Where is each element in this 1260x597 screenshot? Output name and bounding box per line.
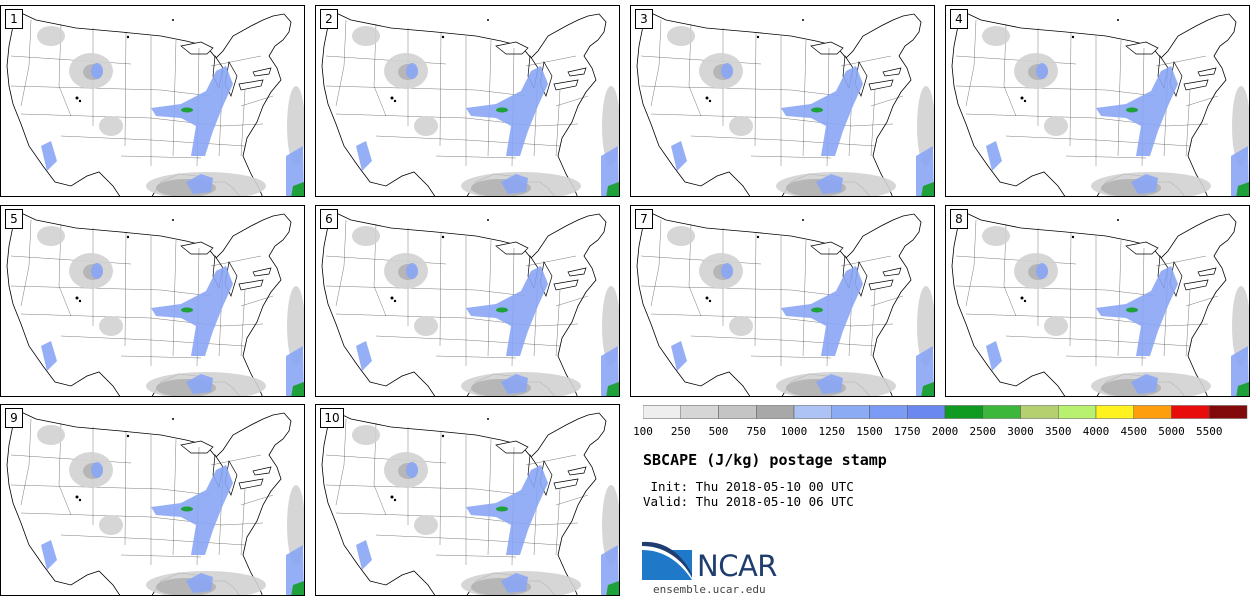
panel-number: 2: [320, 9, 338, 29]
stamp-panel: 8: [945, 205, 1250, 397]
conus-map: [321, 11, 619, 196]
colorbar-tick-label: 1500: [856, 425, 883, 438]
colorbar-segment: [907, 405, 946, 419]
colorbar-tick-label: 3500: [1045, 425, 1072, 438]
colorbar-tick-label: 100: [633, 425, 653, 438]
stamp-panel: 5: [0, 205, 305, 397]
colorbar-segment: [680, 405, 719, 419]
colorbar-segment: [1133, 405, 1172, 419]
colorbar-segment: [944, 405, 983, 419]
colorbar-segment: [982, 405, 1021, 419]
colorbar-segment: [1209, 405, 1248, 419]
stamp-panel: 2: [315, 5, 620, 197]
colorbar-segment: [1020, 405, 1059, 419]
colorbar-tick-label: 5500: [1196, 425, 1223, 438]
conus-map: [951, 11, 1249, 196]
colorbar-tick-label: 5000: [1158, 425, 1185, 438]
colorbar-tick-label: 750: [746, 425, 767, 438]
panel-number: 7: [635, 209, 653, 229]
panel-number: 4: [950, 9, 968, 29]
panel-number: 9: [5, 408, 23, 428]
conus-map: [6, 211, 304, 396]
colorbar-tick-label: 4500: [1120, 425, 1148, 438]
panel-number: 8: [950, 209, 968, 229]
colorbar-tick-label: 4000: [1082, 425, 1110, 438]
conus-map: [636, 11, 934, 196]
colorbar-tick-label: 2500: [969, 425, 997, 438]
conus-map: [6, 410, 304, 595]
stamp-panel: 7: [630, 205, 935, 397]
colorbar: [643, 405, 1248, 419]
colorbar-tick-label: 250: [670, 425, 691, 438]
stamp-panel: 3: [630, 5, 935, 197]
colorbar-tick-label: 1250: [818, 425, 846, 438]
colorbar-segment: [1058, 405, 1097, 419]
product-title: SBCAPE (J/kg) postage stamp: [643, 451, 887, 469]
ncar-logo-icon: [642, 541, 692, 580]
site-url: ensemble.ucar.edu: [653, 583, 766, 596]
stamp-panel: 10: [315, 404, 620, 596]
colorbar-segment: [1095, 405, 1134, 419]
init-time: Init: Thu 2018-05-10 00 UTC: [643, 479, 854, 494]
stamp-panel: 4: [945, 5, 1250, 197]
stamp-panel: 1: [0, 5, 305, 197]
ncar-logo-text: NCAR: [697, 549, 777, 583]
colorbar-segment: [718, 405, 757, 419]
panel-number: 5: [5, 209, 23, 229]
conus-map: [321, 211, 619, 396]
stamp-panel: 6: [315, 205, 620, 397]
stamp-panel: 9: [0, 404, 305, 596]
colorbar-segment: [1171, 405, 1210, 419]
colorbar-tick-label: 3000: [1007, 425, 1034, 438]
panel-number: 3: [635, 9, 653, 29]
colorbar-tick-label: 2000: [931, 425, 959, 438]
colorbar-tick-label: 1750: [894, 425, 921, 438]
panel-number: 1: [5, 9, 23, 29]
conus-map: [951, 211, 1249, 396]
conus-map: [6, 11, 304, 196]
colorbar-tick-label: 500: [708, 425, 729, 438]
panel-number: 10: [320, 408, 344, 428]
colorbar-segment: [869, 405, 908, 419]
conus-map: [321, 410, 619, 595]
colorbar-segment: [756, 405, 795, 419]
colorbar-tick-label: 1000: [780, 425, 808, 438]
conus-map: [636, 211, 934, 396]
colorbar-segment: [831, 405, 870, 419]
colorbar-segment: [643, 405, 681, 419]
colorbar-segment: [793, 405, 832, 419]
panel-number: 6: [320, 209, 338, 229]
valid-time: Valid: Thu 2018-05-10 06 UTC: [643, 494, 854, 509]
